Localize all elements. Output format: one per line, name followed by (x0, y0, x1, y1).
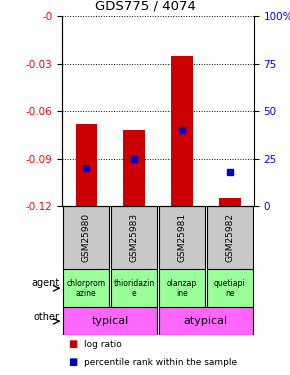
Bar (159, 206, 205, 269)
Text: GSM25980: GSM25980 (82, 213, 91, 262)
Text: thioridazin
e: thioridazin e (113, 279, 155, 298)
Bar (111, 206, 157, 269)
Bar (207, 269, 253, 307)
Text: agent: agent (31, 278, 59, 288)
Bar (171, 56, 193, 206)
Text: chlorprom
azine: chlorprom azine (67, 279, 106, 298)
Text: quetiapi
ne: quetiapi ne (214, 279, 246, 298)
Bar (63, 269, 109, 307)
Bar (123, 130, 145, 206)
Bar (207, 206, 253, 269)
Text: other: other (33, 312, 59, 322)
Bar (159, 269, 205, 307)
Text: GSM25982: GSM25982 (225, 213, 234, 262)
Text: ■: ■ (68, 357, 77, 367)
Bar (159, 307, 253, 335)
Text: atypical: atypical (184, 316, 228, 326)
Text: log ratio: log ratio (84, 340, 122, 349)
Bar (63, 206, 109, 269)
Bar (63, 307, 157, 335)
Bar (75, 124, 97, 206)
Bar (219, 198, 241, 206)
Text: typical: typical (92, 316, 129, 326)
Text: GSM25981: GSM25981 (177, 213, 186, 262)
Text: ■: ■ (68, 339, 77, 349)
Text: GSM25983: GSM25983 (130, 213, 139, 262)
Text: percentile rank within the sample: percentile rank within the sample (84, 358, 237, 367)
Text: olanzap
ine: olanzap ine (167, 279, 197, 298)
Text: GDS775 / 4074: GDS775 / 4074 (95, 0, 195, 12)
Bar (111, 269, 157, 307)
